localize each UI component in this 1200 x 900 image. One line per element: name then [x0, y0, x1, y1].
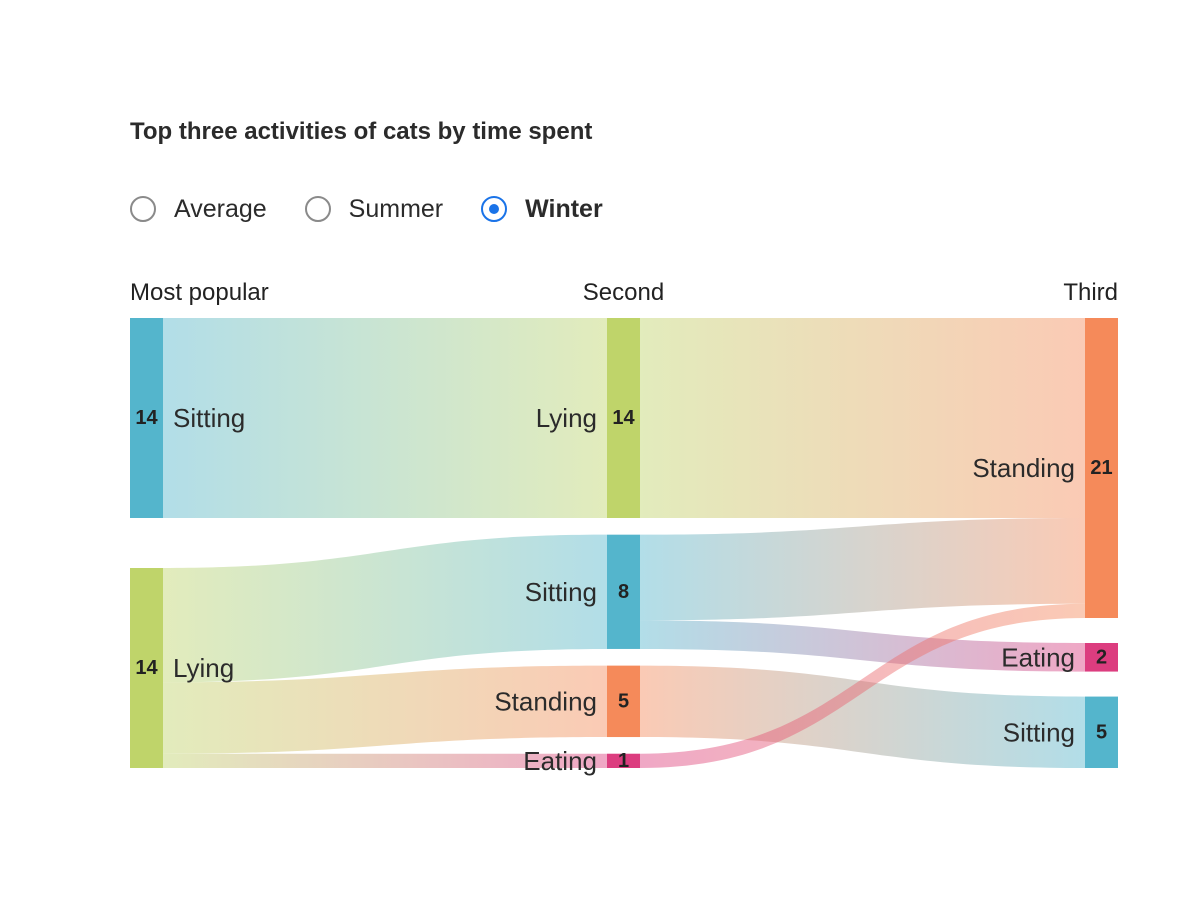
radio-winter-circle-icon[interactable]	[481, 196, 508, 222]
season-radio-group: Average Summer Winter	[130, 192, 641, 226]
node-value-s-sitting: 8	[618, 581, 629, 603]
sankey-link-s-eating-to-t-standing[interactable]	[640, 603, 1085, 768]
sankey-labels: 14 Sitting 14 Lying 14 Lying 8 Sitting 5 Standing…	[130, 279, 1118, 776]
sankey-node-t-eating[interactable]	[1085, 643, 1118, 672]
radio-average-label: Average	[174, 194, 267, 223]
sankey-link-s-standing-to-t-sitting[interactable]	[640, 665, 1085, 768]
column-label-second: Second	[583, 279, 664, 306]
sankey-node-s-lying[interactable]	[607, 318, 640, 518]
column-label-third: Third	[1063, 279, 1118, 306]
node-value-p-sitting: 14	[135, 407, 158, 429]
sankey-node-t-sitting[interactable]	[1085, 696, 1118, 768]
radio-summer-label: Summer	[348, 194, 444, 223]
sankey-link-p-sitting-to-s-lying[interactable]	[163, 318, 607, 518]
node-value-s-eating: 1	[618, 750, 629, 772]
radio-average-circle-icon[interactable]	[130, 196, 156, 222]
sankey-link-s-sitting-to-t-standing[interactable]	[640, 518, 1085, 621]
sankey-node-p-lying[interactable]	[130, 568, 163, 768]
sankey-node-s-standing[interactable]	[607, 665, 640, 738]
sankey-node-s-eating[interactable]	[607, 753, 640, 768]
sankey-link-s-sitting-to-t-eating[interactable]	[640, 620, 1085, 672]
node-label-s-eating: Eating	[523, 746, 597, 776]
node-value-t-eating: 2	[1096, 646, 1107, 668]
node-label-t-sitting: Sitting	[1003, 717, 1075, 747]
sankey-link-s-lying-to-t-standing[interactable]	[640, 318, 1085, 518]
sankey-links	[163, 318, 1085, 768]
radio-average[interactable]: Average	[130, 195, 267, 224]
sankey-link-p-lying-to-s-standing[interactable]	[163, 665, 607, 754]
sankey-link-p-lying-to-s-eating[interactable]	[163, 753, 607, 768]
node-value-t-standing: 21	[1090, 457, 1112, 479]
node-value-p-lying: 14	[135, 657, 158, 679]
sankey-nodes	[130, 318, 1118, 768]
node-label-t-standing: Standing	[972, 453, 1075, 483]
node-label-t-eating: Eating	[1001, 642, 1075, 672]
node-label-s-sitting: Sitting	[525, 577, 597, 607]
radio-winter[interactable]: Winter	[481, 195, 603, 224]
sankey-link-p-lying-to-s-sitting[interactable]	[163, 534, 607, 683]
column-label-most-popular: Most popular	[130, 279, 269, 306]
node-value-s-standing: 5	[618, 690, 629, 712]
radio-winter-label: Winter	[525, 194, 603, 223]
node-label-p-sitting: Sitting	[173, 403, 245, 433]
chart-title: Top three activities of cats by time spe…	[130, 118, 593, 145]
radio-summer[interactable]: Summer	[304, 194, 444, 224]
node-label-p-lying: Lying	[173, 653, 234, 683]
node-label-s-lying: Lying	[536, 403, 597, 433]
sankey-node-t-standing[interactable]	[1085, 318, 1118, 618]
node-value-s-lying: 14	[612, 407, 635, 429]
radio-summer-circle-icon[interactable]	[304, 196, 331, 222]
sankey-node-p-sitting[interactable]	[130, 318, 163, 518]
sankey-node-s-sitting[interactable]	[607, 534, 640, 649]
node-value-t-sitting: 5	[1096, 721, 1107, 743]
node-label-s-standing: Standing	[494, 686, 597, 716]
